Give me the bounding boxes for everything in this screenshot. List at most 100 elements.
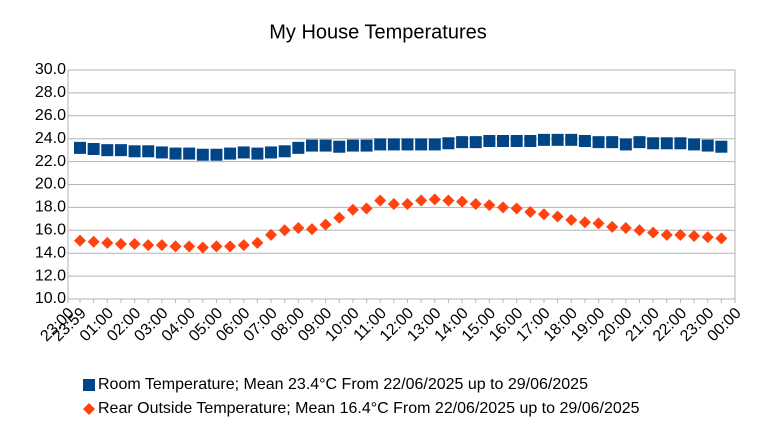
data-point (278, 224, 291, 237)
data-point (688, 138, 701, 151)
y-tick-label: 30.0 (35, 61, 66, 78)
data-point (442, 137, 455, 150)
data-point (251, 147, 264, 160)
data-point (292, 141, 305, 154)
data-point (183, 240, 196, 253)
data-point (401, 138, 414, 151)
data-point (224, 240, 237, 253)
data-point (415, 138, 428, 151)
data-point (606, 220, 619, 233)
data-point (619, 222, 632, 235)
data-point (374, 138, 387, 151)
data-point (592, 136, 605, 149)
y-tick-label: 14.0 (35, 244, 66, 261)
plot-border (67, 69, 736, 300)
data-point (524, 134, 537, 147)
data-point (415, 194, 428, 207)
y-tick-label: 28.0 (35, 84, 66, 101)
data-point (647, 137, 660, 150)
legend-label: Rear Outside Temperature; Mean 16.4°C Fr… (98, 400, 640, 417)
data-point (183, 147, 196, 160)
data-point (551, 133, 564, 146)
data-point (319, 218, 332, 231)
data-point (87, 143, 100, 156)
data-point (633, 136, 646, 149)
data-point (346, 139, 359, 152)
data-point (688, 230, 701, 243)
data-point (237, 239, 250, 252)
data-point (333, 140, 346, 153)
data-point (578, 216, 591, 229)
data-point (74, 234, 86, 247)
data-point (483, 199, 496, 212)
data-point (196, 148, 209, 161)
y-tick-label: 18.0 (35, 199, 66, 216)
y-tick-label: 24.0 (35, 130, 66, 147)
data-point (251, 236, 264, 249)
data-point (551, 210, 564, 223)
data-point (210, 148, 223, 161)
data-point (74, 141, 86, 154)
data-point (305, 223, 318, 236)
data-point (674, 137, 687, 150)
data-point (169, 240, 182, 253)
legend-label: Room Temperature; Mean 23.4°C From 22/06… (98, 376, 588, 393)
data-point (633, 224, 646, 237)
data-point (87, 235, 100, 248)
data-point (565, 133, 578, 146)
data-point (169, 147, 182, 160)
data-point (265, 228, 278, 241)
data-point (510, 134, 523, 147)
data-point (428, 193, 441, 206)
data-point (428, 138, 441, 151)
data-point (374, 194, 387, 207)
data-point (155, 146, 168, 159)
data-point (606, 136, 619, 149)
data-point (537, 208, 550, 221)
data-point (305, 139, 318, 152)
data-point (469, 197, 482, 210)
data-point (456, 195, 469, 208)
data-point (360, 139, 373, 152)
data-point (483, 134, 496, 147)
y-tick-label: 10.0 (35, 290, 66, 307)
y-tick-label: 16.0 (35, 222, 66, 239)
y-tick-label: 22.0 (35, 153, 66, 170)
data-point (565, 213, 578, 226)
data-point (715, 232, 728, 245)
data-point (442, 194, 455, 207)
data-point (292, 222, 305, 235)
data-point (128, 145, 141, 158)
data-point (510, 202, 523, 215)
data-point (155, 239, 168, 252)
data-point (497, 134, 510, 147)
legend-marker (83, 403, 95, 415)
data-point (701, 139, 714, 152)
data-point (715, 140, 728, 153)
data-point (319, 139, 332, 152)
data-point (578, 134, 591, 147)
data-point (674, 228, 687, 241)
data-point (456, 136, 469, 149)
data-point (660, 228, 673, 241)
data-point (701, 231, 714, 244)
data-point (101, 144, 114, 157)
data-point (224, 147, 237, 160)
data-point (469, 136, 482, 149)
data-point (142, 239, 155, 252)
data-point (360, 202, 373, 215)
data-point (237, 146, 250, 159)
data-point (346, 203, 359, 216)
data-point (128, 238, 141, 251)
data-point (142, 145, 155, 158)
data-point (537, 133, 550, 146)
y-tick-label: 26.0 (35, 107, 66, 124)
data-point (660, 137, 673, 150)
data-point (196, 241, 209, 254)
data-point (101, 236, 114, 249)
legend-marker (83, 379, 95, 391)
y-tick-label: 12.0 (35, 267, 66, 284)
data-point (210, 240, 223, 253)
data-point (333, 211, 346, 224)
